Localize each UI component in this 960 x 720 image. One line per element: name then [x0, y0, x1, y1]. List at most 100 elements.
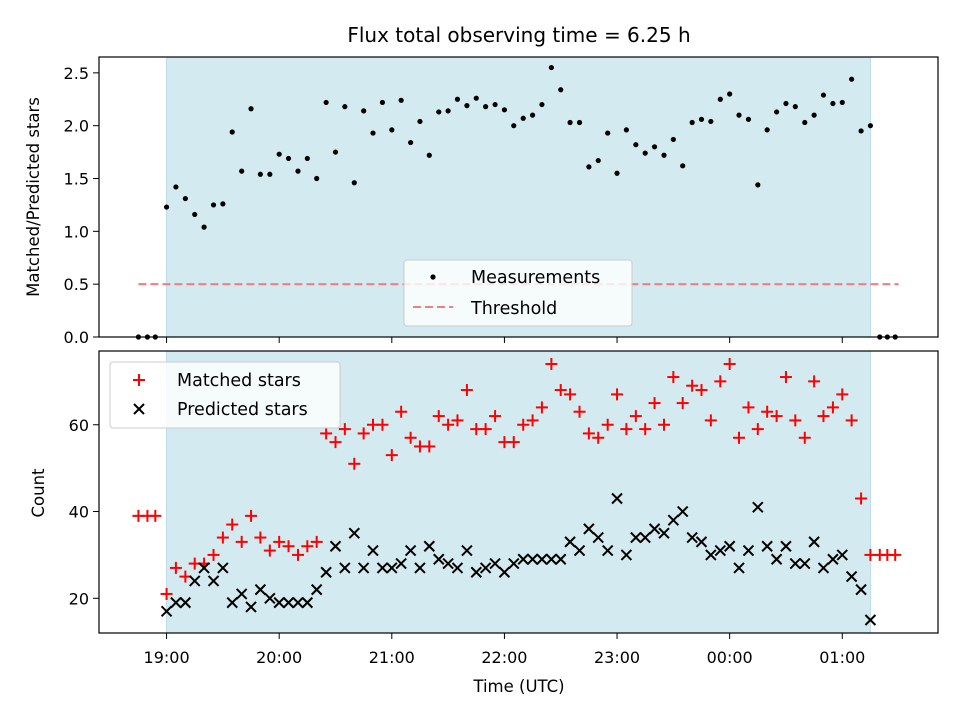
- measurement-point: [361, 108, 367, 114]
- y-tick-label: 2.5: [64, 64, 89, 83]
- measurement-point: [445, 108, 451, 114]
- matched-star-point: [855, 492, 868, 505]
- measurement-point: [680, 163, 686, 169]
- predicted-star-point: [667, 514, 680, 526]
- predicted-star-point: [451, 562, 464, 574]
- x-tick-label: 19:00: [144, 648, 190, 667]
- predicted-star-point: [517, 553, 529, 565]
- measurement-point: [398, 97, 404, 103]
- matched-star-point: [761, 405, 774, 418]
- predicted-star-point: [827, 553, 839, 565]
- matched-star-point: [658, 418, 671, 431]
- predicted-star-point: [179, 596, 192, 609]
- matched-star-point: [535, 401, 548, 414]
- predicted-star-point: [770, 553, 783, 565]
- matched-star-point: [733, 431, 746, 444]
- matched-star-point: [301, 540, 314, 553]
- measurement-point: [426, 152, 432, 158]
- measurement-point: [248, 106, 254, 112]
- measurement-point: [820, 92, 827, 98]
- matched-star-point: [291, 548, 304, 561]
- matched-star-point: [779, 371, 792, 384]
- predicted-star-point: [733, 562, 745, 574]
- matched-star-point: [573, 405, 586, 418]
- matched-star-point: [889, 548, 902, 561]
- measurement-point: [802, 119, 808, 126]
- predicted-star-point: [799, 557, 811, 570]
- x-tick-label: 22:00: [481, 648, 527, 667]
- measurement-point: [689, 119, 695, 126]
- measurement-point: [539, 101, 545, 108]
- x-tick-label: 20:00: [256, 648, 302, 667]
- predicted-star-point: [658, 527, 670, 539]
- predicted-star-point: [160, 605, 173, 618]
- predicted-star-point: [301, 596, 314, 609]
- predicted-star-point: [282, 596, 295, 609]
- predicted-star-point: [714, 544, 727, 557]
- top-panel: 0.0 0.5 1.0 1.5 2.0 2.5 Matched/Predicted sta…: [24, 56, 939, 347]
- predicted-star-point: [414, 562, 426, 574]
- bottom-axes-frame: [98, 350, 939, 634]
- top-x-axis-ticks: [166, 337, 843, 343]
- matched-star-point: [489, 410, 502, 423]
- measurement-point: [464, 103, 470, 109]
- measurement-point: [755, 182, 761, 188]
- measurement-point: [295, 168, 301, 174]
- predicted-star-point: [404, 544, 417, 557]
- predicted-star-point: [461, 544, 473, 557]
- predicted-star-point: [723, 540, 736, 552]
- predicted-star-point: [583, 523, 595, 535]
- measurement-point: [595, 157, 601, 164]
- predicted-star-point: [545, 553, 558, 565]
- matched-star-point: [808, 375, 821, 388]
- matched-star-point: [460, 384, 473, 397]
- matched-star-point: [235, 535, 248, 548]
- measurement-point: [473, 95, 479, 101]
- top-legend: Measurements Threshold: [403, 259, 633, 327]
- measurement-point: [163, 204, 170, 210]
- measurement-point: [173, 184, 179, 190]
- measurement-point: [229, 129, 235, 135]
- predicted-star-point: [367, 544, 379, 557]
- measurement-point: [642, 150, 648, 156]
- predicted-star-point: [357, 562, 370, 574]
- matched-star-point: [149, 509, 162, 522]
- predicted-star-point: [695, 536, 708, 548]
- predicted-star-point: [245, 601, 257, 613]
- matched-star-point: [338, 423, 351, 436]
- y-tick-label: 2.0: [64, 117, 89, 136]
- predicted-star-point: [470, 566, 482, 578]
- predicted-star-point: [395, 557, 407, 570]
- predicted-star-point: [789, 557, 802, 570]
- predicted-star-point: [752, 501, 764, 513]
- predicted-star-point: [526, 553, 539, 565]
- matched-star-point: [348, 457, 361, 470]
- measurement-point: [370, 130, 376, 136]
- matched-star-point: [817, 410, 830, 423]
- legend-matched-marker: [133, 374, 145, 386]
- measurement-point: [342, 104, 348, 110]
- measurement-point: [201, 224, 207, 230]
- matched-star-point: [273, 535, 286, 548]
- measurement-point: [698, 116, 705, 122]
- predicted-star-point: [339, 562, 351, 574]
- matched-star-point: [395, 405, 408, 418]
- measurement-point: [267, 171, 273, 177]
- legend-matched-label: Matched stars: [177, 371, 301, 391]
- matched-star-point: [451, 414, 464, 427]
- measurement-point: [389, 127, 395, 133]
- matched-star-point: [320, 427, 333, 440]
- measurement-point: [586, 164, 592, 170]
- matched-star-point: [582, 427, 595, 440]
- chart-title: Flux total observing time = 6.25 h: [347, 23, 690, 47]
- predicted-star-point: [217, 562, 229, 574]
- predicted-star-point: [555, 553, 567, 565]
- predicted-star-point: [498, 566, 511, 578]
- predicted-star-point: [479, 562, 492, 574]
- measurement-point: [567, 119, 573, 126]
- legend-measurements-label: Measurements: [471, 268, 600, 288]
- predicted-star-point: [320, 566, 332, 578]
- matched-star-point: [507, 436, 520, 449]
- matched-star-point: [629, 410, 642, 423]
- predicted-star-point: [207, 575, 220, 587]
